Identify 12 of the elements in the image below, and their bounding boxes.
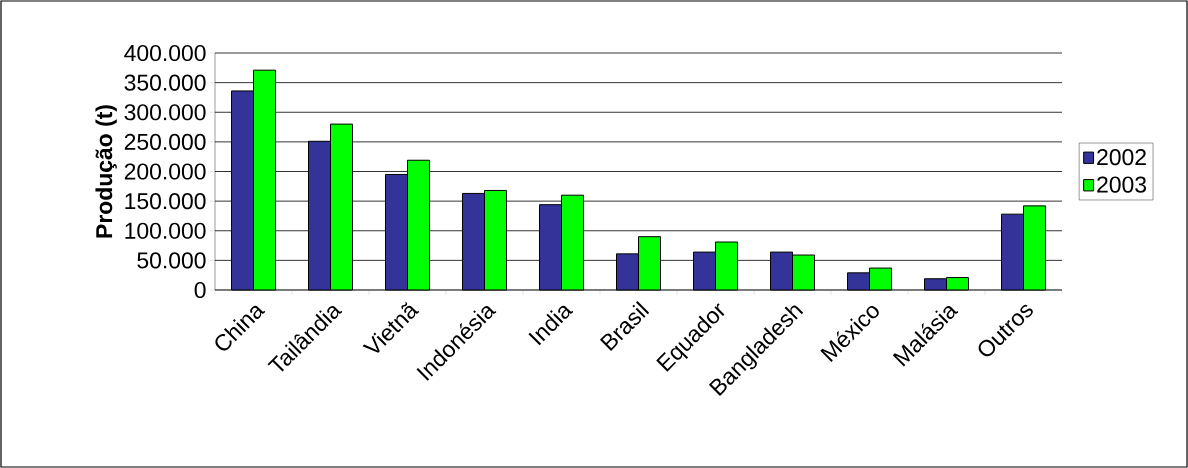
y-tick-label: 150.000 xyxy=(125,193,206,210)
y-tick-label: 50.000 xyxy=(137,252,206,269)
legend-label: 2003 xyxy=(1097,176,1147,193)
y-tick-label: 250.000 xyxy=(124,133,206,150)
y-tick-label: 200.000 xyxy=(124,163,206,180)
y-tick-label: 0 xyxy=(194,281,206,299)
legend-label: 2002 xyxy=(1097,149,1146,166)
y-tick-label: 400.000 xyxy=(124,44,206,62)
y-tick-label: 350.000 xyxy=(124,74,206,91)
y-tick-label: 100.000 xyxy=(125,222,206,239)
y-tick-label: 300.000 xyxy=(124,104,206,121)
y-axis-title: Produção (t) xyxy=(95,105,117,238)
